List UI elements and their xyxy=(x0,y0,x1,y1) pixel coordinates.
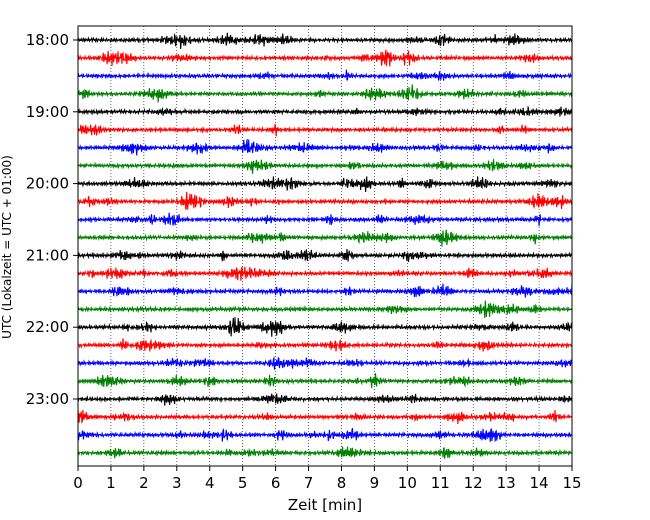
y-tick-label: 21:00 xyxy=(26,246,69,264)
x-tick-label: 8 xyxy=(337,474,347,492)
trace-line xyxy=(77,356,573,370)
trace-line xyxy=(77,139,573,156)
x-tick-label: 14 xyxy=(530,474,549,492)
trace-line xyxy=(77,283,573,298)
x-grid-lines xyxy=(110,26,540,466)
x-axis-ticks: 0 1 2 3 4 5 6 7 8 9 10 11 12 13 14 15 xyxy=(73,466,582,492)
x-tick-label: 12 xyxy=(464,474,483,492)
trace-line xyxy=(77,124,573,137)
y-tick-label: 22:00 xyxy=(26,318,69,336)
x-tick-label: 3 xyxy=(172,474,182,492)
trace-line xyxy=(77,446,573,459)
y-tick-label: 20:00 xyxy=(26,175,69,193)
x-tick-label: 11 xyxy=(431,474,450,492)
x-tick-label: 9 xyxy=(370,474,380,492)
x-tick-label: 0 xyxy=(73,474,83,492)
x-tick-label: 15 xyxy=(562,474,581,492)
y-tick-label: 18:00 xyxy=(26,31,69,49)
y-axis-label: UTC (Lokalzeit = UTC + 01:00) xyxy=(0,155,14,339)
trace-line xyxy=(77,49,573,67)
trace-line xyxy=(77,159,573,174)
trace-line xyxy=(77,69,573,81)
trace-line xyxy=(77,212,573,227)
trace-line xyxy=(77,409,573,425)
seismic-traces xyxy=(77,32,573,459)
trace-line xyxy=(77,266,573,281)
trace-line xyxy=(77,248,573,263)
x-tick-label: 6 xyxy=(271,474,281,492)
trace-line xyxy=(77,300,573,318)
x-tick-label: 13 xyxy=(497,474,516,492)
x-tick-label: 7 xyxy=(304,474,314,492)
plot-frame xyxy=(77,25,573,467)
trace-line xyxy=(77,338,573,352)
trace-line xyxy=(77,229,573,247)
x-tick-label: 4 xyxy=(205,474,215,492)
trace-line xyxy=(77,427,573,442)
x-axis-label: Zeit [min] xyxy=(288,496,362,514)
trace-line xyxy=(77,317,573,337)
trace-line xyxy=(77,106,573,117)
trace-line xyxy=(77,176,573,192)
x-tick-label: 5 xyxy=(238,474,248,492)
y-tick-label: 23:00 xyxy=(26,390,69,408)
x-tick-label: 2 xyxy=(139,474,149,492)
x-tick-label: 10 xyxy=(398,474,417,492)
trace-line xyxy=(77,32,573,50)
y-axis-ticks: 18:00 19:00 20:00 21:00 22:00 23:00 xyxy=(26,31,78,408)
trace-line xyxy=(77,393,573,406)
x-tick-label: 1 xyxy=(106,474,116,492)
trace-line xyxy=(77,84,573,103)
trace-line xyxy=(77,191,573,210)
y-tick-label: 19:00 xyxy=(26,103,69,121)
trace-line xyxy=(77,373,573,389)
